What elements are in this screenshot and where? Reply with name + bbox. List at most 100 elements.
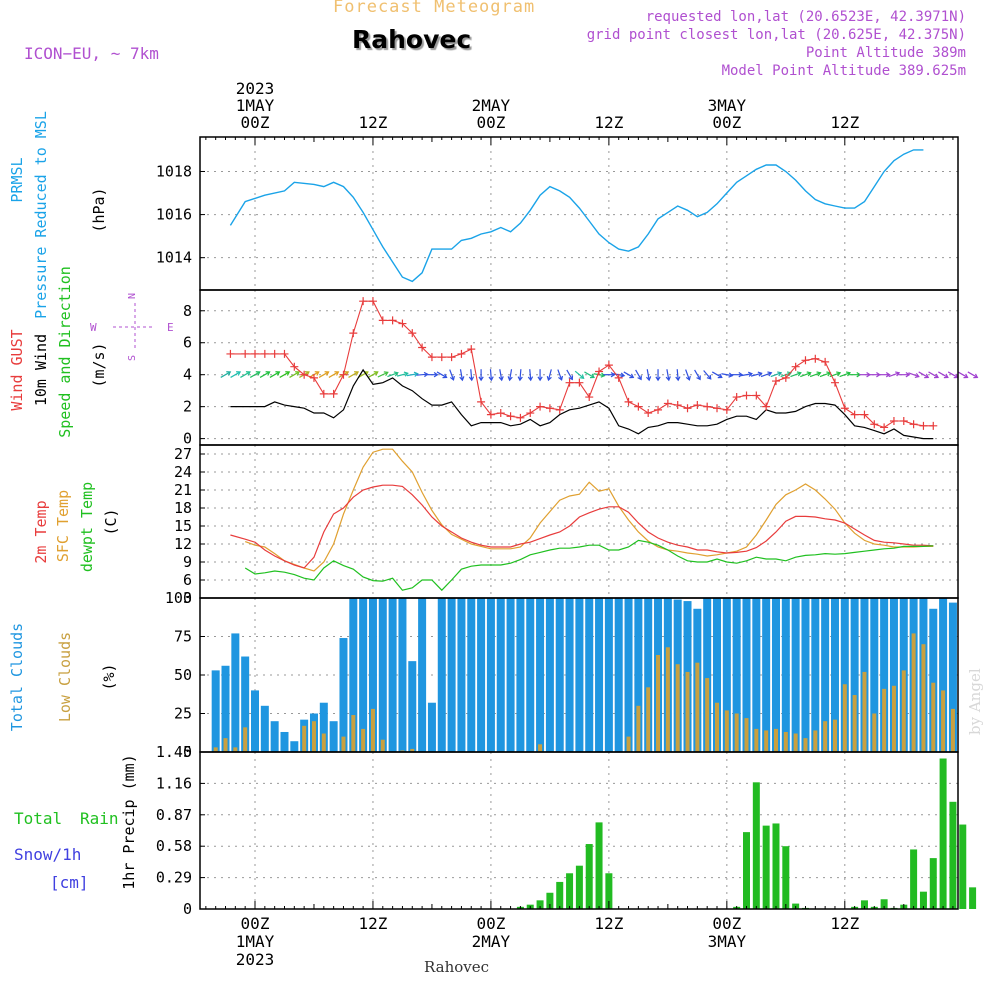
precip-bar [556, 881, 564, 909]
wind-gust-marker [663, 399, 672, 408]
precip-ytick-label: 0.29 [156, 869, 192, 887]
wind-direction-arrow [666, 369, 670, 381]
wind-direction-arrow [711, 371, 723, 378]
wind-direction-arrow [928, 371, 939, 378]
wind-ytick-label: 6 [183, 334, 192, 352]
low-clouds-bar [931, 682, 936, 752]
wind-direction-arrowhead [589, 373, 595, 379]
wind-gust-marker [319, 389, 328, 398]
bottom-time-label: 1MAY [236, 932, 275, 951]
total-clouds-bar [771, 598, 780, 752]
low-clouds-bar [675, 664, 680, 752]
precip-bar [880, 899, 888, 909]
bottom-time-label: 3MAY [708, 932, 747, 951]
model-altitude: Model Point Altitude 389.625m [721, 63, 966, 79]
precip-bar [782, 846, 790, 909]
wind-gust-marker [496, 409, 505, 418]
wind-direction-arrowhead [905, 372, 911, 378]
wind-gust-marker [398, 319, 407, 328]
wind-direction-arrow [566, 369, 573, 380]
top-time-label: 12Z [594, 113, 623, 132]
bottom-time-label: 2MAY [472, 932, 511, 951]
total-clouds-bar [575, 598, 584, 752]
clouds-ytick-label: 75 [174, 628, 192, 646]
total-clouds-bar [516, 598, 525, 752]
precip-ytick-label: 1.45 [156, 743, 192, 761]
total-clouds-bar [929, 608, 938, 752]
model-label: ICON−EU, ~ 7km [24, 44, 159, 63]
wind-speed-line [230, 368, 934, 440]
wind-gust-marker [860, 410, 869, 419]
temp-unit-label: (C) [102, 508, 120, 535]
precip-ytick-label: 0.87 [156, 806, 192, 824]
wind-gust-marker [909, 420, 918, 429]
temp-ytick-label: 9 [183, 553, 192, 571]
wind-gust-marker [536, 402, 545, 411]
wind-gust-marker [447, 353, 456, 362]
wind-direction-arrowhead [685, 375, 691, 381]
total-clouds-bar [703, 598, 712, 752]
wind-gust-marker [634, 402, 643, 411]
total-clouds-bar [791, 598, 800, 752]
wind-direction-arrow [750, 372, 762, 377]
total-clouds-bar [339, 638, 348, 752]
wind-direction-arrowhead [403, 371, 409, 377]
precip-total-label: Total [14, 809, 62, 828]
temp-2m-line [230, 484, 934, 569]
wind-direction-arrowhead [738, 372, 744, 378]
wind-gust-marker [226, 349, 235, 358]
total-clouds-bar [781, 598, 790, 752]
temp-ytick-label: 12 [174, 535, 192, 553]
temp-ytick-label: 18 [174, 499, 192, 517]
wind-gust-marker [595, 367, 604, 376]
total-clouds-bar [526, 598, 535, 752]
wind-direction-arrowhead [507, 376, 513, 382]
wind-gust-marker [408, 329, 417, 338]
wind-direction-arrowhead [973, 373, 979, 379]
wind-direction-arrow [406, 373, 418, 377]
low-clouds-bar [911, 633, 916, 752]
compass-south: S [127, 355, 138, 361]
total-clouds-bar [801, 598, 810, 752]
total-clouds-bar [713, 598, 722, 752]
precip-bar [595, 822, 603, 909]
wind-direction-arrowhead [468, 376, 475, 382]
total-clouds-bar [398, 598, 407, 752]
wind-gust-marker [683, 404, 692, 413]
temp-sfc-line [244, 448, 934, 572]
wind-gust-marker [359, 297, 368, 306]
total-clouds-bar [437, 598, 446, 752]
total-clouds-bar [722, 598, 731, 752]
bottom-time-label: 2023 [236, 950, 275, 969]
low-clouds-bar [891, 685, 896, 752]
wind-direction-arrowhead [546, 376, 552, 382]
wind-ytick-label: 8 [183, 302, 192, 320]
temp-ytick-label: 24 [174, 463, 192, 481]
wind-gust-marker [880, 423, 889, 432]
wind-direction-arrow [721, 373, 733, 377]
wind-gust-marker [585, 393, 594, 402]
wind-direction-arrow [635, 369, 642, 380]
wind-direction-arrow [760, 372, 772, 378]
total-clouds-bar [231, 633, 240, 752]
wind-gust-marker [457, 349, 466, 358]
wind-direction-arrow [676, 369, 679, 381]
wind-gust-marker [260, 349, 269, 358]
precip-rain-label: Rain [80, 809, 119, 828]
wind-unit-label: (m/s) [90, 342, 108, 387]
wind-direction-arrowhead [637, 375, 642, 381]
total-clouds-bar [211, 670, 220, 752]
wind-direction-arrow [416, 373, 428, 376]
low-clouds-bar [803, 738, 808, 752]
wind-direction-arrowhead [383, 371, 389, 377]
wind-gust-marker [732, 393, 741, 402]
wind-direction-arrow [279, 371, 290, 378]
wind-direction-arrow [703, 370, 712, 380]
low-clouds-bar [341, 736, 346, 752]
bottom-time-label: 00Z [241, 914, 270, 933]
low-clouds-bar [715, 702, 720, 752]
wind-direction-arrow [470, 369, 473, 381]
wind-gust-marker [309, 373, 318, 382]
wind-gust-marker [506, 412, 515, 421]
wind-direction-arrowhead [757, 371, 763, 377]
